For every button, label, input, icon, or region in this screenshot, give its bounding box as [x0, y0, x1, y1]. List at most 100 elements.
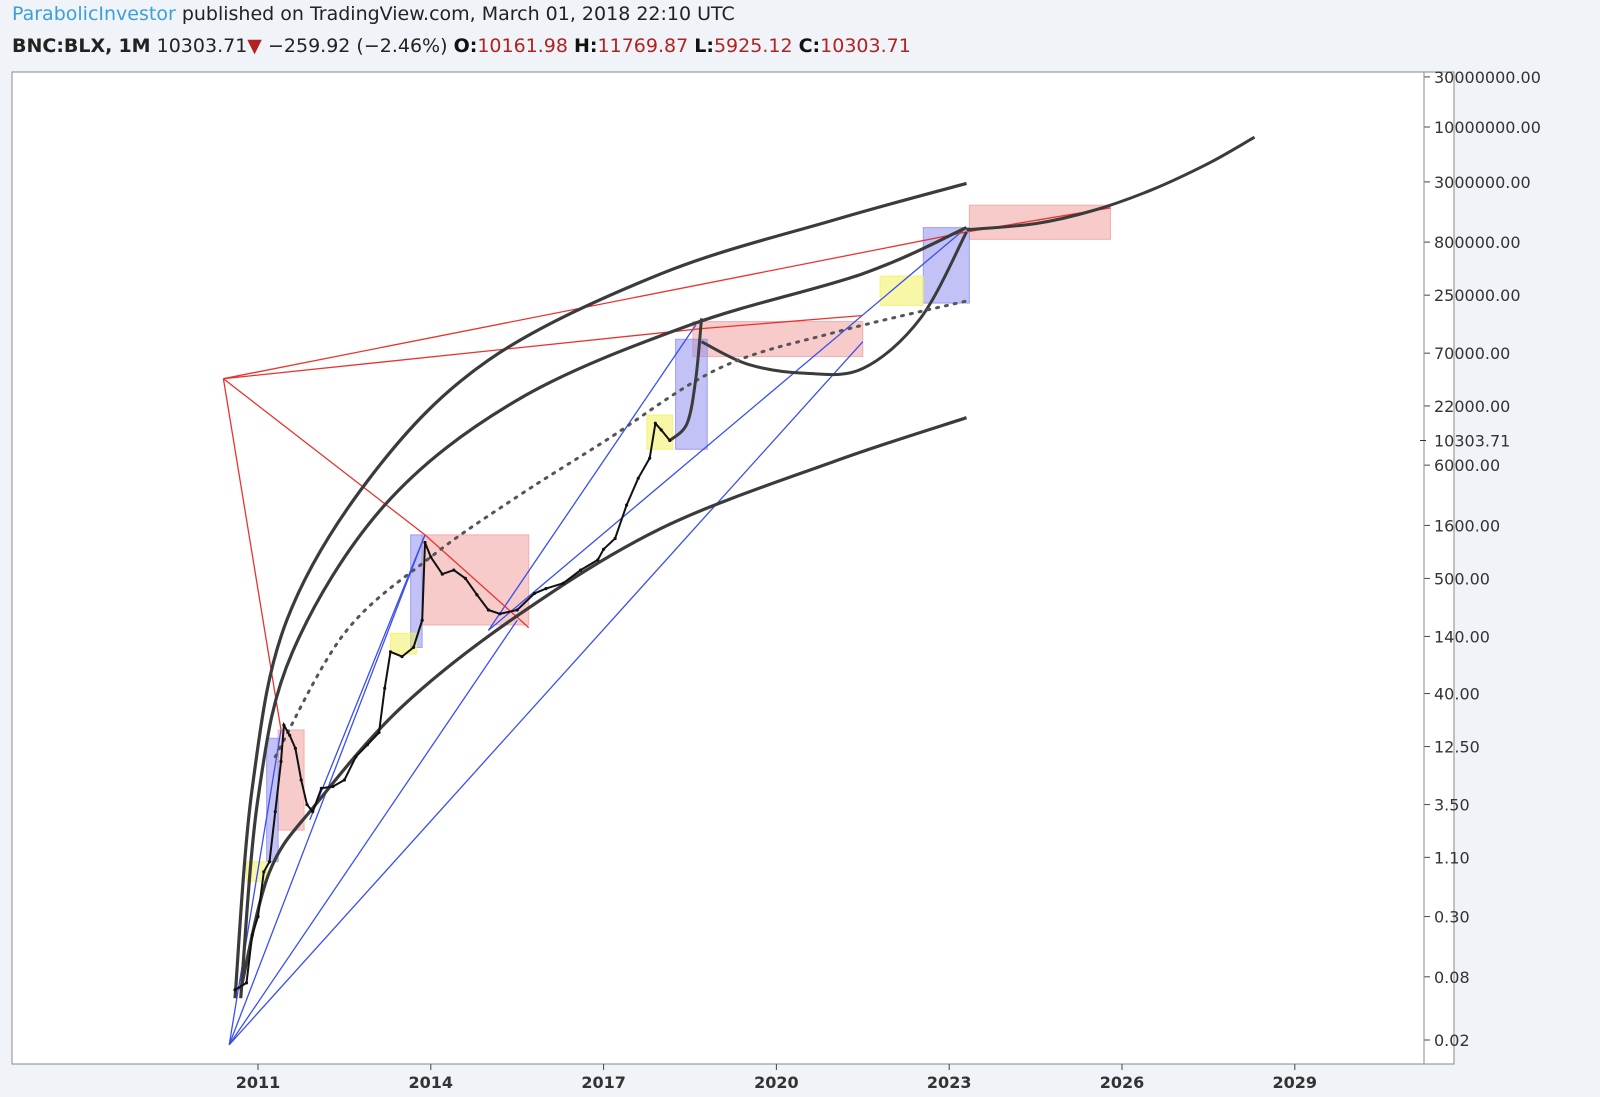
price-point-39: [602, 547, 606, 551]
long-curve: [966, 135, 1256, 232]
price-point-2: [250, 933, 254, 937]
symbol-label: BNC:BLX,: [12, 35, 113, 57]
y-tick-label-1: 10000000.00: [1434, 118, 1541, 137]
y-tick-label-7: 6000.00: [1434, 456, 1500, 475]
high-label: H:: [574, 35, 598, 57]
publish-text: published on TradingView.com, March 01, …: [181, 3, 735, 25]
price-point-9: [288, 733, 292, 737]
price-point-28: [452, 568, 456, 572]
y-tick-label-11: 40.00: [1434, 685, 1480, 704]
blue-trendline-6: [487, 227, 967, 631]
price-point-25: [423, 540, 427, 545]
high-value: 11769.87: [597, 35, 689, 57]
y-tick-label-9: 500.00: [1434, 569, 1490, 588]
ohlc-legend: BNC:BLX, 1M 10303.71 ▼ −259.92 (−2.46%) O…: [12, 35, 911, 57]
dotted-trend: [273, 299, 968, 759]
open-label: O:: [453, 35, 478, 57]
price-point-17: [354, 755, 358, 759]
chart-header: ParabolicInvestor published on TradingVi…: [0, 0, 1600, 68]
price-point-34: [532, 591, 537, 596]
price-point-41: [625, 503, 629, 507]
down-arrow-icon: ▼: [247, 35, 262, 57]
price-point-3: [256, 915, 260, 919]
x-tick-label-3: 2020: [754, 1073, 799, 1092]
price-point-33: [515, 608, 519, 612]
x-tick-label-1: 2014: [409, 1073, 454, 1092]
blue-trendline-2: [228, 619, 518, 1046]
price-point-5: [267, 860, 272, 864]
author-link[interactable]: ParabolicInvestor: [12, 3, 176, 25]
red-trendline-5: [701, 314, 863, 330]
price-point-7: [279, 759, 283, 764]
price-point-42: [636, 476, 640, 480]
yellow-box-1: [389, 632, 417, 655]
price-change: −259.92 (−2.46%): [267, 35, 448, 57]
y-tick-label-5: 70000.00: [1434, 344, 1510, 363]
y-tick-label-13: 3.50: [1434, 796, 1470, 815]
y-tick-label-16: 0.08: [1434, 968, 1470, 987]
price-point-27: [440, 572, 444, 576]
price-point-0: [233, 988, 237, 992]
price-point-19: [377, 730, 381, 735]
price-point-22: [400, 655, 404, 659]
price-point-20: [383, 686, 387, 690]
price-point-45: [659, 428, 663, 432]
price-point-10: [293, 746, 297, 751]
price-point-6: [273, 810, 277, 814]
low-value: 5925.12: [713, 35, 793, 57]
price-point-23: [411, 645, 416, 650]
blue-trendline-5: [487, 324, 697, 631]
price-point-15: [331, 784, 335, 789]
price-point-29: [463, 576, 467, 581]
price-point-26: [429, 555, 433, 559]
price-point-1: [244, 981, 249, 985]
last-price-label: 10303.71: [1434, 432, 1510, 451]
y-axis[interactable]: 30000000.00 10000000.00 3000000.00 800000.0…: [1420, 68, 1541, 1064]
y-tick-label-17: 0.02: [1434, 1031, 1470, 1050]
open-value: 10161.98: [477, 35, 568, 57]
y-tick-label-14: 1.10: [1434, 848, 1470, 867]
bear-curve: [700, 231, 968, 377]
y-tick-label-8: 1600.00: [1434, 516, 1500, 535]
x-tick-label-2: 2017: [581, 1073, 626, 1092]
price-point-32: [498, 612, 502, 616]
timeframe-label: 1M: [118, 35, 151, 57]
arc-curve-0: [233, 181, 967, 999]
price-point-8: [282, 723, 286, 727]
price-point-46: [668, 438, 672, 443]
price-point-31: [486, 608, 490, 612]
red-trendline-4: [223, 231, 967, 380]
y-tick-label-4: 250000.00: [1434, 286, 1521, 305]
price-point-16: [342, 778, 346, 782]
price-point-37: [579, 568, 583, 572]
y-tick-label-10: 140.00: [1434, 627, 1490, 646]
blue-box-1: [410, 534, 423, 648]
x-axis[interactable]: 2011 2014 2017 2020 2023 2026 2029: [12, 1063, 1424, 1092]
y-tick-label-0: 30000000.00: [1434, 68, 1541, 87]
price-point-14: [319, 786, 323, 790]
price-point-30: [475, 593, 479, 597]
price-point-13: [311, 810, 315, 814]
price-point-35: [544, 587, 548, 591]
low-label: L:: [694, 35, 714, 57]
price-point-21: [388, 650, 393, 654]
projection-curve: [668, 318, 703, 442]
price-series: [233, 318, 703, 992]
plot-area[interactable]: [11, 71, 1455, 1065]
price-point-43: [648, 456, 652, 460]
curves: [233, 135, 1256, 999]
price-point-18: [365, 743, 369, 747]
x-tick-label-6: 2029: [1273, 1073, 1318, 1092]
y-tick-label-12: 12.50: [1434, 738, 1480, 757]
close-label: C:: [798, 35, 821, 57]
arc-curve-1: [239, 226, 968, 999]
y-tick-label-3: 800000.00: [1434, 233, 1521, 252]
close-value: 10303.71: [820, 35, 911, 57]
yellow-box-2: [646, 414, 674, 450]
yellow-box-3: [879, 275, 924, 306]
red-trendline-3: [223, 327, 702, 380]
publish-info: ParabolicInvestor published on TradingVi…: [12, 3, 735, 25]
y-tick-label-6: 22000.00: [1434, 397, 1510, 416]
x-tick-label-4: 2023: [927, 1073, 972, 1092]
